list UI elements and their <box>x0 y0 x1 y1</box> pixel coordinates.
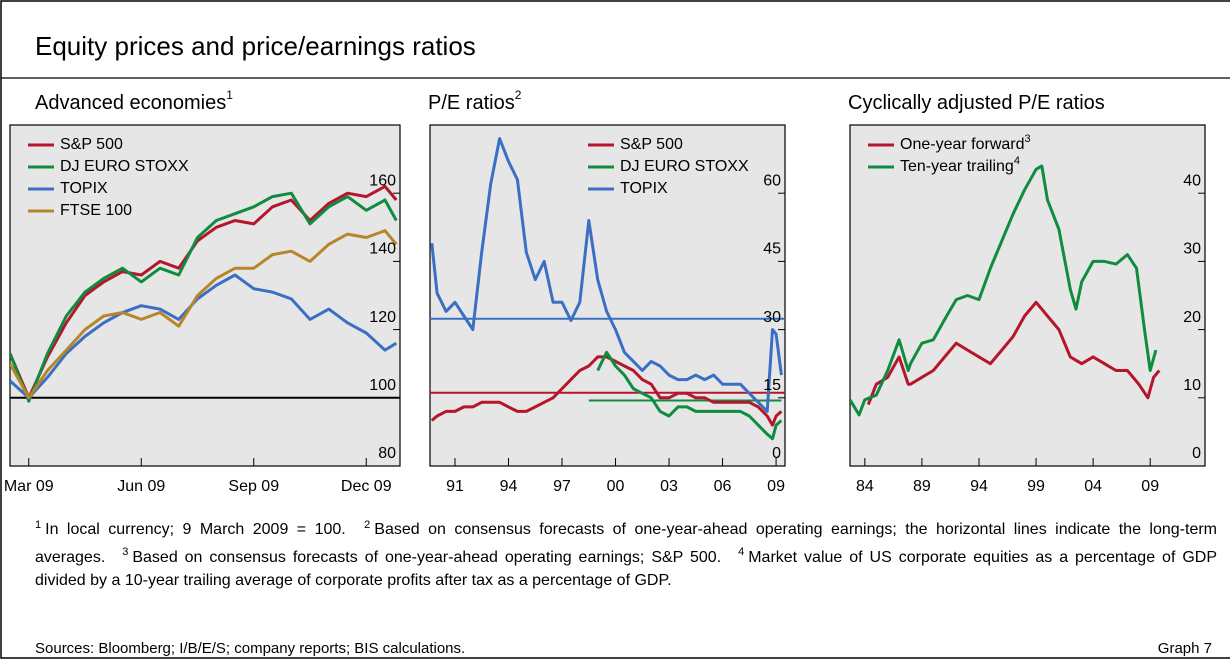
footnotes: 1 In local currency; 9 March 2009 = 100. … <box>35 514 1217 592</box>
footnote-text: Based on consensus forecasts of one-year… <box>35 521 1217 566</box>
footnote-text: Market value of US corporate equities as… <box>35 548 1218 589</box>
y-tick-label: 140 <box>369 241 396 258</box>
x-tick-label: 09 <box>1141 478 1159 495</box>
panel-title-text: Cyclically adjusted P/E ratios <box>848 92 1105 114</box>
x-tick-label: 91 <box>446 478 464 495</box>
legend-text: DJ EURO STOXX <box>620 158 749 175</box>
legend-text: One-year forward <box>900 136 1025 153</box>
panel-title-note: 1 <box>226 88 233 102</box>
plot-layer <box>10 184 400 403</box>
legend-label: Ten-year trailing4 <box>900 155 1020 175</box>
footnote: 3 Based on consensus forecasts of one-yea… <box>122 546 722 566</box>
panel-title-text: P/E ratios <box>428 92 515 114</box>
footnote-text: In local currency; 9 March 2009 = 100. <box>45 521 346 539</box>
chart-title: Equity prices and price/earnings ratios <box>35 31 476 61</box>
series-line <box>850 164 1158 417</box>
legend-text: S&P 500 <box>60 136 123 153</box>
series-line <box>10 184 398 400</box>
legend-label: S&P 500 <box>620 136 683 153</box>
legend-text: S&P 500 <box>620 136 683 153</box>
y-tick-label: 160 <box>369 172 396 189</box>
x-tick-label: 99 <box>1027 478 1045 495</box>
footnote-text: Based on consensus forecasts of one-year… <box>132 548 722 566</box>
legend-label: S&P 500 <box>60 136 123 153</box>
legend-text: TOPIX <box>620 180 668 197</box>
legend-label: TOPIX <box>620 180 668 197</box>
footnote: 2 Based on consensus forecasts of one-yea… <box>35 519 1217 566</box>
footnote-mark: 4 <box>738 546 745 559</box>
legend-text: TOPIX <box>60 180 108 197</box>
footnote-mark: 3 <box>122 546 129 559</box>
footnote-mark: 1 <box>35 519 42 531</box>
y-tick-label: 20 <box>1183 309 1201 326</box>
legend-label: FTSE 100 <box>60 202 132 219</box>
series-line <box>866 300 1161 406</box>
series-line <box>10 273 398 400</box>
legend-label: TOPIX <box>60 180 108 197</box>
y-tick-label: 15 <box>763 377 781 394</box>
x-tick-label: 04 <box>1084 478 1102 495</box>
panel-title-note: 2 <box>515 88 522 102</box>
y-tick-label: 100 <box>369 377 396 394</box>
y-tick-label: 30 <box>1183 241 1201 258</box>
x-tick-label: 06 <box>714 478 732 495</box>
plot-area <box>429 124 786 467</box>
sources: Sources: Bloomberg; I/B/E/S; company rep… <box>35 640 466 657</box>
footnote-mark: 2 <box>364 519 371 531</box>
legend-text: Ten-year trailing <box>900 158 1014 175</box>
x-tick-label: 97 <box>553 478 571 495</box>
footnote: 1 In local currency; 9 March 2009 = 100. <box>35 519 346 539</box>
y-tick-label: 40 <box>1183 172 1201 189</box>
x-tick-label: 94 <box>500 478 518 495</box>
series-line <box>596 350 783 441</box>
graph-label: Graph 7 <box>1157 640 1212 657</box>
y-tick-label: 0 <box>1192 445 1201 462</box>
y-tick-label: 30 <box>763 309 781 326</box>
plot-layer <box>430 137 785 441</box>
panel-title-text: Advanced economies <box>35 92 226 114</box>
x-tick-label: 89 <box>913 478 931 495</box>
panel-title: Advanced economies1 <box>35 88 233 114</box>
plot-area <box>9 124 401 467</box>
series-line <box>10 191 398 403</box>
series-line <box>10 229 398 400</box>
x-tick-label: Dec 09 <box>341 478 392 495</box>
y-tick-label: 60 <box>763 172 781 189</box>
x-tick-label: 03 <box>660 478 678 495</box>
x-tick-label: 84 <box>856 478 874 495</box>
x-tick-label: 00 <box>607 478 625 495</box>
x-tick-label: 09 <box>767 478 785 495</box>
panel-title: Cyclically adjusted P/E ratios <box>848 92 1105 114</box>
x-tick-label: Mar 09 <box>4 478 54 495</box>
x-tick-label: Sep 09 <box>228 478 279 495</box>
footnote: 4 Market value of US corporate equities a… <box>35 546 1218 589</box>
y-tick-label: 120 <box>369 309 396 326</box>
y-tick-label: 45 <box>763 241 781 258</box>
legend-label: DJ EURO STOXX <box>620 158 749 175</box>
y-tick-label: 0 <box>772 445 781 462</box>
series-line <box>430 137 783 413</box>
legend-label: One-year forward3 <box>900 133 1031 153</box>
y-tick-label: 10 <box>1183 377 1201 394</box>
plot-area <box>849 124 1206 467</box>
legend-text: FTSE 100 <box>60 202 132 219</box>
x-tick-label: Jun 09 <box>117 478 165 495</box>
legend-note: 3 <box>1025 133 1031 145</box>
legend-label: DJ EURO STOXX <box>60 158 189 175</box>
legend-text: DJ EURO STOXX <box>60 158 189 175</box>
x-tick-label: 94 <box>970 478 988 495</box>
legend-note: 4 <box>1014 155 1020 167</box>
panel-title: P/E ratios2 <box>428 88 522 114</box>
plot-layer <box>850 164 1161 417</box>
y-tick-label: 80 <box>378 445 396 462</box>
